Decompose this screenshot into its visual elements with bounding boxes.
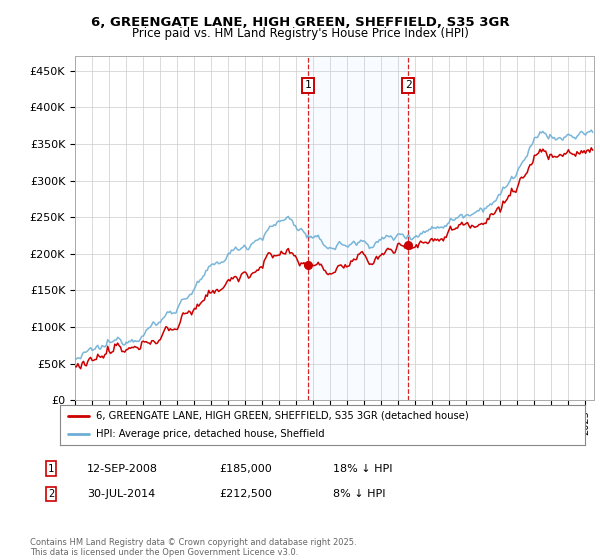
Text: Contains HM Land Registry data © Crown copyright and database right 2025.
This d: Contains HM Land Registry data © Crown c… <box>30 538 356 557</box>
Text: HPI: Average price, detached house, Sheffield: HPI: Average price, detached house, Shef… <box>96 430 325 439</box>
Text: 12-SEP-2008: 12-SEP-2008 <box>87 464 158 474</box>
Text: 8% ↓ HPI: 8% ↓ HPI <box>333 489 386 499</box>
Text: 6, GREENGATE LANE, HIGH GREEN, SHEFFIELD, S35 3GR (detached house): 6, GREENGATE LANE, HIGH GREEN, SHEFFIELD… <box>96 411 469 421</box>
Text: 2: 2 <box>405 80 412 90</box>
Text: 6, GREENGATE LANE, HIGH GREEN, SHEFFIELD, S35 3GR: 6, GREENGATE LANE, HIGH GREEN, SHEFFIELD… <box>91 16 509 29</box>
Bar <box>308 56 408 400</box>
Text: 1: 1 <box>48 464 54 474</box>
Text: 2: 2 <box>48 489 54 499</box>
Text: £212,500: £212,500 <box>219 489 272 499</box>
Text: 30-JUL-2014: 30-JUL-2014 <box>87 489 155 499</box>
Text: 1: 1 <box>305 80 311 90</box>
Text: 18% ↓ HPI: 18% ↓ HPI <box>333 464 392 474</box>
Text: Price paid vs. HM Land Registry's House Price Index (HPI): Price paid vs. HM Land Registry's House … <box>131 27 469 40</box>
Text: £185,000: £185,000 <box>219 464 272 474</box>
